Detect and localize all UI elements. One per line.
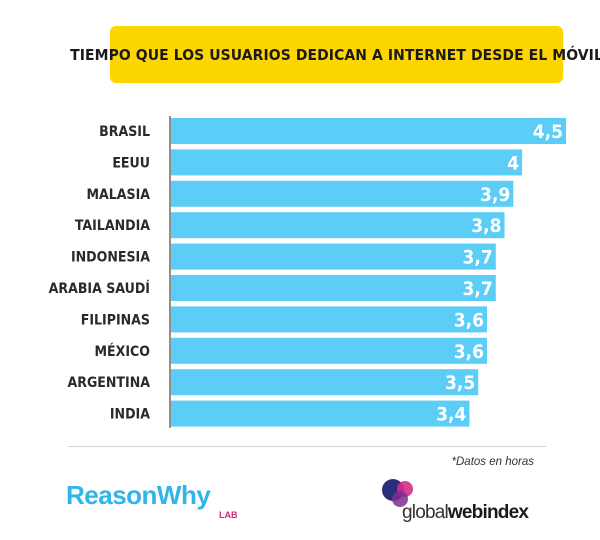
chart-title: TIEMPO QUE LOS USUARIOS DEDICAN A INTERN… <box>70 45 600 64</box>
reasonwhy-logo: ReasonWhy LAB <box>66 480 246 524</box>
bar-6 <box>171 306 487 333</box>
gwi-word-webindex: webindex <box>447 502 529 523</box>
bar-1 <box>171 149 523 176</box>
category-label-7: MÉXICO <box>95 343 151 360</box>
category-label-3: TAILANDIA <box>75 218 150 234</box>
data-label-5: 3,7 <box>462 278 492 300</box>
bar-0 <box>171 118 566 144</box>
data-label-9: 3,4 <box>436 404 466 426</box>
category-label-0: BRASIL <box>99 124 150 140</box>
data-label-2: 3,9 <box>480 184 510 206</box>
data-label-0: 4,5 <box>533 121 563 143</box>
data-label-7: 3,6 <box>454 341 484 363</box>
bar-2 <box>171 180 514 207</box>
category-label-1: EEUU <box>112 155 150 171</box>
category-label-9: INDIA <box>110 407 150 423</box>
chart-title-box: TIEMPO QUE LOS USUARIOS DEDICAN A INTERN… <box>70 26 600 83</box>
category-label-4: INDONESIA <box>71 250 150 266</box>
data-label-1: 4 <box>507 152 519 174</box>
bar-8 <box>171 369 479 396</box>
footer-divider <box>68 446 546 447</box>
data-label-8: 3,5 <box>445 372 475 394</box>
bar-5 <box>171 275 496 301</box>
gwi-word-global: global <box>402 502 449 523</box>
reasonwhy-logo-lab: LAB <box>219 510 238 520</box>
bar-9 <box>171 400 470 427</box>
globalwebindex-wordmark: globalwebindex <box>402 502 529 524</box>
category-label-2: MALASIA <box>86 187 150 203</box>
reasonwhy-logo-name: ReasonWhy <box>66 480 211 510</box>
data-label-3: 3,8 <box>471 215 501 237</box>
globalwebindex-mark-icon <box>382 479 413 507</box>
bar-7 <box>171 337 487 364</box>
category-label-5: ARABIA SAUDÍ <box>49 280 151 297</box>
bar-3 <box>171 212 505 239</box>
bar-chart: BRASIL 4,5 EEUU 4 MALASIA 3,9 TAILANDIA 3,8 INDO… <box>49 116 566 428</box>
data-label-6: 3,6 <box>454 309 484 331</box>
category-label-6: FILIPINAS <box>81 312 150 328</box>
bar-4 <box>171 243 496 270</box>
category-label-8: ARGENTINA <box>68 375 151 391</box>
data-label-4: 3,7 <box>462 247 492 269</box>
footnote: *Datos en horas <box>451 456 534 468</box>
globalwebindex-logo: globalwebindex <box>380 476 550 526</box>
